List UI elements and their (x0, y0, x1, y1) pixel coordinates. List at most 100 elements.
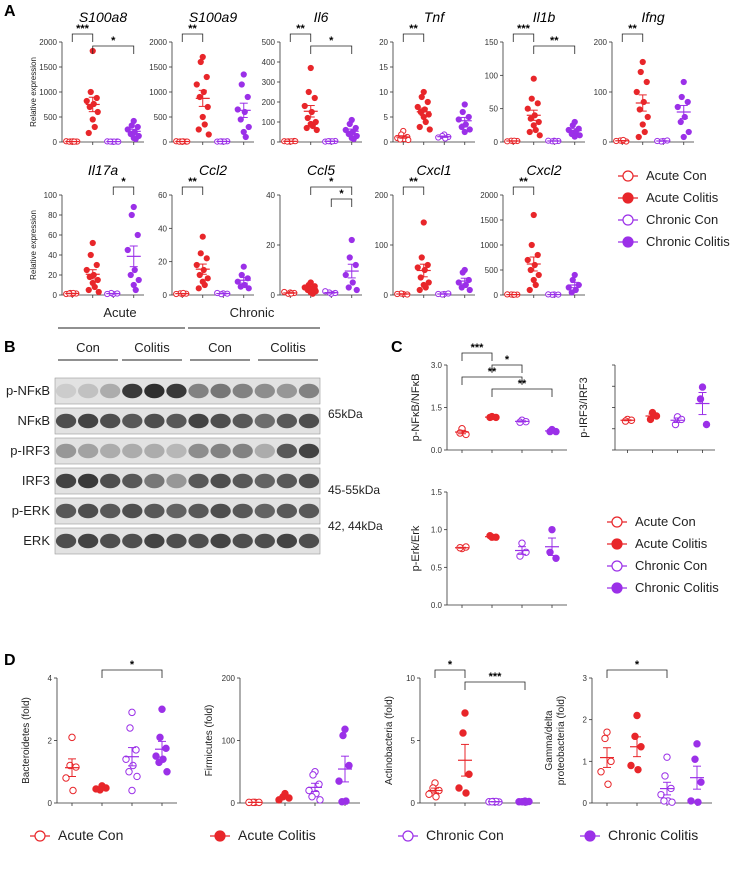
wb-band (276, 383, 298, 399)
data-point (435, 134, 442, 141)
data-point (242, 133, 249, 141)
data-point (130, 281, 137, 289)
data-point (663, 753, 671, 761)
data-point (698, 383, 707, 391)
western-blot: Acute Chronic Con Colitis Con Colitis p-NFκB NF… (6, 305, 383, 555)
significance-bracket (491, 364, 523, 373)
wb-band (122, 473, 143, 489)
data-point (397, 136, 404, 143)
data-point (552, 554, 560, 562)
y-tick-label: 50 (489, 105, 498, 114)
wb-strip (54, 497, 321, 525)
panel-label-d: D (4, 652, 16, 669)
y-axis-label: Relative expression (29, 57, 38, 127)
wb-band (144, 413, 165, 429)
wb-row-label: NFκB (18, 413, 51, 428)
data-point (196, 271, 203, 279)
data-point (425, 279, 432, 286)
significance-label: ** (488, 366, 497, 378)
y-tick-label: 500 (154, 113, 168, 122)
wb-row-label: p-IRF3 (10, 443, 50, 458)
wb-band (166, 533, 187, 549)
wb-band (254, 473, 275, 489)
data-point (156, 733, 164, 742)
significance-label: *** (517, 23, 531, 35)
significance-label: ** (409, 176, 418, 188)
data-point (201, 121, 208, 128)
data-point (132, 746, 140, 754)
data-point (352, 261, 359, 269)
wb-band (232, 443, 253, 459)
wb-band (77, 533, 99, 549)
wb-band (166, 383, 187, 399)
data-point (91, 283, 98, 291)
data-point (425, 790, 433, 798)
data-point (346, 120, 353, 128)
y-tick-label: 0 (231, 799, 236, 808)
data-point (128, 122, 135, 129)
data-point (526, 286, 533, 294)
y-tick-label: 80 (48, 211, 57, 220)
data-point (83, 97, 90, 105)
significance-bracket (434, 669, 466, 678)
wb-band (144, 473, 165, 489)
wb-band (298, 443, 320, 459)
wb-row-label: ERK (23, 533, 50, 548)
data-point (641, 128, 648, 136)
data-point (422, 118, 429, 126)
y-tick-label: 100 (594, 88, 608, 97)
data-point (305, 88, 312, 96)
wb-band (166, 413, 187, 429)
wb-band (276, 503, 298, 519)
data-point (87, 251, 94, 259)
wb-band (55, 503, 77, 519)
significance-label: ** (518, 378, 527, 390)
y-tick-label: 1 (583, 757, 588, 766)
data-point (131, 266, 138, 274)
data-point (422, 284, 429, 291)
wb-band (188, 443, 209, 459)
y-tick-label: 3.0 (431, 361, 443, 370)
data-point (315, 780, 323, 788)
significance-bracket (606, 669, 668, 678)
data-point (530, 211, 537, 219)
chart-title: Cxcl1 (416, 162, 451, 178)
data-point (432, 793, 440, 801)
significance-bracket (71, 33, 94, 42)
data-point (127, 271, 134, 279)
y-tick-label: 1000 (149, 88, 167, 97)
chart-p-irf3-irf3: p-IRF3/IRF3 (578, 364, 715, 453)
data-point (607, 757, 615, 766)
wb-band (298, 533, 320, 549)
data-point (341, 725, 349, 733)
y-axis-label: Gamma/delta (544, 710, 555, 770)
chart-title: Il6 (314, 9, 329, 25)
wb-sub-header: Con (76, 340, 100, 355)
data-point (418, 254, 425, 261)
legend-marker (611, 582, 623, 594)
legend-c-label: Chronic Colitis (635, 580, 719, 595)
chart-tnf: 0 5 10 15 20 Tnf ** (379, 9, 475, 147)
data-point (668, 798, 676, 806)
wb-band (144, 443, 165, 459)
chart-title: Cxcl2 (526, 162, 561, 178)
data-point (237, 116, 244, 123)
chart-s100a9: 0 500 1000 1500 2000 S100a9** (149, 9, 254, 147)
y-tick-label: 0 (163, 138, 168, 147)
data-point (309, 122, 316, 130)
wb-band (232, 413, 253, 429)
y-tick-label: 0.0 (431, 601, 443, 610)
wb-band (210, 413, 231, 429)
y-tick-label: 15 (379, 63, 388, 72)
y-axis-label: p-IRF3/IRF3 (578, 377, 590, 438)
significance-bracket (464, 681, 526, 690)
wb-band (77, 443, 99, 459)
data-point (691, 755, 699, 763)
data-point (685, 128, 692, 136)
data-point (345, 761, 353, 770)
data-point (426, 126, 433, 133)
data-point (524, 105, 531, 112)
data-point (697, 778, 705, 786)
